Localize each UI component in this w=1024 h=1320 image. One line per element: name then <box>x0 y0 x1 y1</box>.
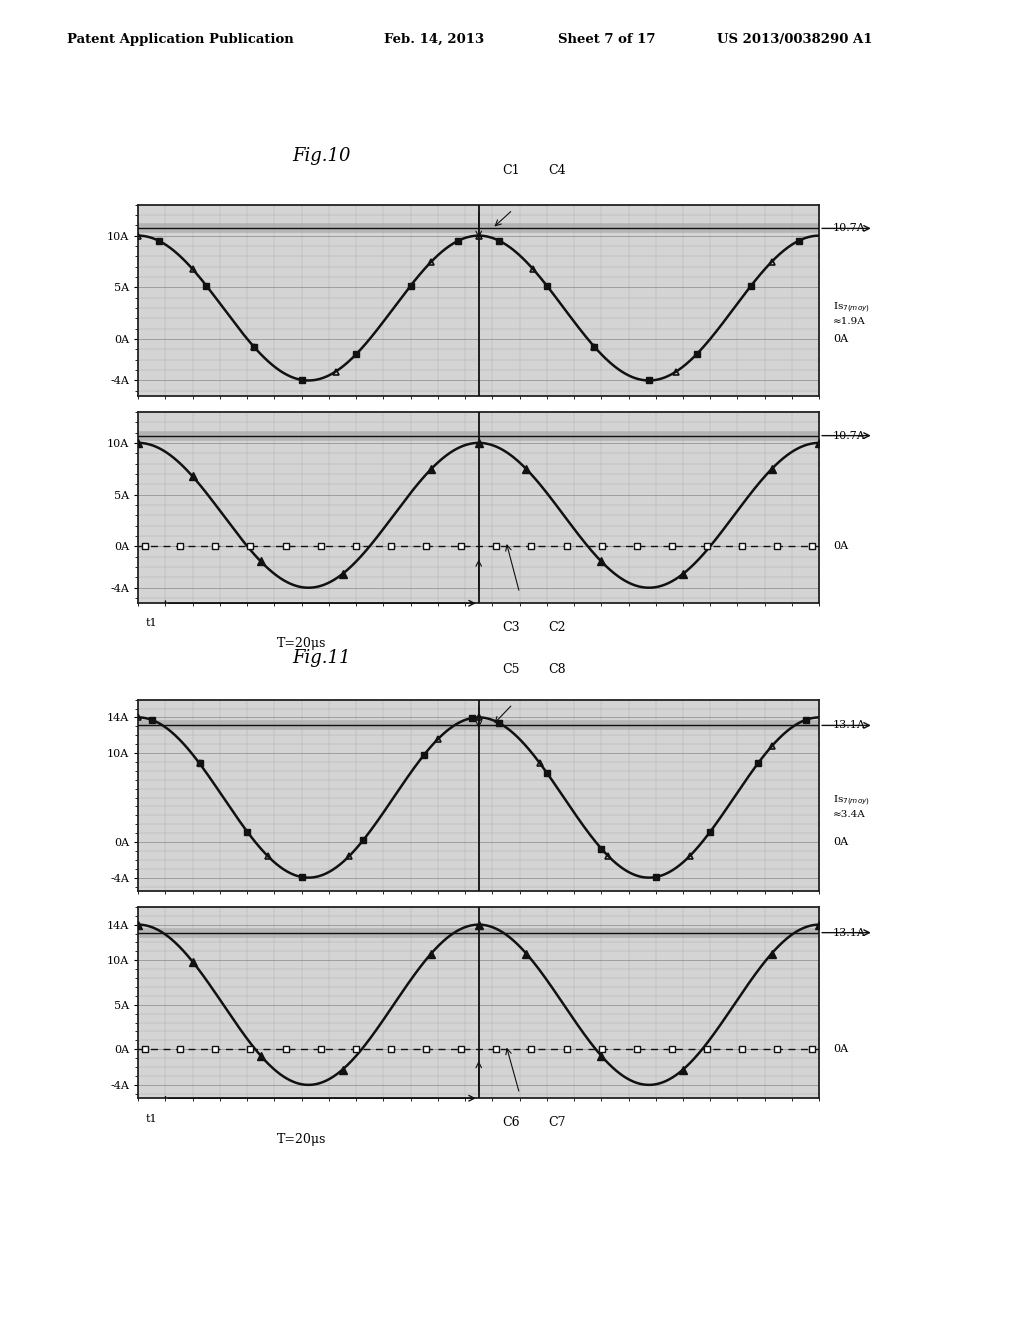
Text: 13.1A: 13.1A <box>833 928 865 937</box>
Text: C6: C6 <box>502 1115 519 1129</box>
Text: t1: t1 <box>145 618 157 628</box>
Text: 0A: 0A <box>833 541 848 552</box>
Text: C5: C5 <box>502 663 519 676</box>
Text: C7: C7 <box>548 1115 565 1129</box>
Text: US 2013/0038290 A1: US 2013/0038290 A1 <box>717 33 872 46</box>
Text: Is$_{7(moy)}$
≈3.4A: Is$_{7(moy)}$ ≈3.4A <box>833 795 869 818</box>
Text: Fig.11: Fig.11 <box>292 648 350 667</box>
Text: Sheet 7 of 17: Sheet 7 of 17 <box>558 33 655 46</box>
Text: T=20μs: T=20μs <box>276 1133 326 1146</box>
Text: 10.7A: 10.7A <box>833 430 865 441</box>
Text: 0A: 0A <box>833 334 848 345</box>
Text: C1: C1 <box>502 164 519 177</box>
Text: C4: C4 <box>548 164 565 177</box>
Text: Fig.10: Fig.10 <box>292 147 350 165</box>
Text: 13.1A: 13.1A <box>833 721 865 730</box>
Text: C2: C2 <box>548 620 565 634</box>
Text: T=20μs: T=20μs <box>276 636 326 649</box>
Text: 10.7A: 10.7A <box>833 223 865 234</box>
Text: Patent Application Publication: Patent Application Publication <box>67 33 293 46</box>
Text: 0A: 0A <box>833 837 848 847</box>
Text: C3: C3 <box>502 620 519 634</box>
Text: Is$_{7(moy)}$
≈1.9A: Is$_{7(moy)}$ ≈1.9A <box>833 301 869 326</box>
Text: 0A: 0A <box>833 1044 848 1055</box>
Text: t1: t1 <box>145 1114 157 1125</box>
Text: Feb. 14, 2013: Feb. 14, 2013 <box>384 33 484 46</box>
Text: C8: C8 <box>548 663 565 676</box>
